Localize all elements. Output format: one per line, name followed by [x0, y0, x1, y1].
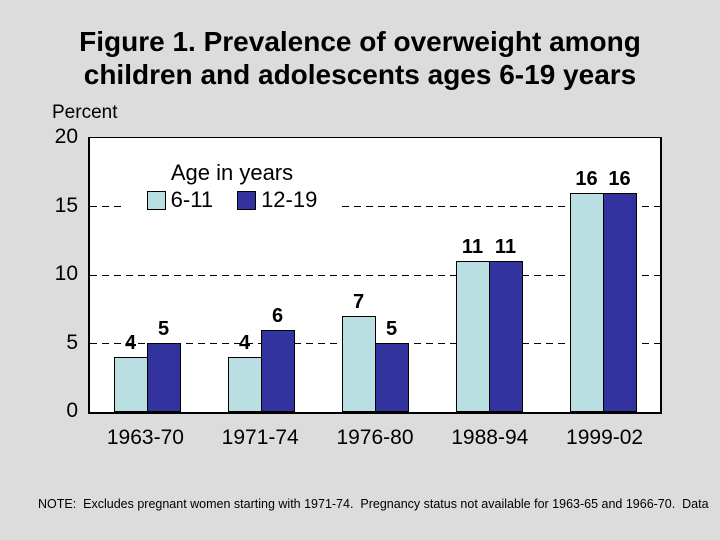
- bar-12-19-1971-74: 6: [260, 306, 295, 412]
- bar-6-11-1963-70: 4: [113, 333, 148, 412]
- x-axis-labels: 1963-70 1971-74 1976-80 1988-94 1999-02: [88, 426, 662, 450]
- legend-row: 6-11 12-19: [124, 188, 340, 212]
- bar-groups: 4 5 4 6 7 5 11 11 16 16: [90, 138, 660, 412]
- legend-swatch-6-11: [146, 190, 166, 210]
- bar-group-1988-94: 11 11: [432, 138, 546, 412]
- chart-title-line2: children and adolescents ages 6-19 years: [83, 59, 637, 90]
- bar-value-label: 5: [157, 318, 170, 340]
- bar-value-label: 6: [271, 305, 284, 327]
- bar-value-label: 11: [461, 236, 484, 258]
- legend-swatch-12-19: [237, 190, 257, 210]
- y-tick-label-10: 10: [54, 262, 78, 285]
- x-tick-label-1963-70: 1963-70: [106, 426, 184, 449]
- gridline-10: [90, 274, 660, 276]
- y-tick-label-15: 15: [54, 193, 78, 217]
- x-tick-label-1971-74: 1971-74: [221, 426, 299, 449]
- bar-6-11-1971-74: 4: [227, 333, 262, 412]
- bar-value-label: 4: [124, 332, 137, 354]
- bar-6-11-1976-80: 7: [341, 292, 376, 412]
- legend: Age in years 6-11 12-19: [124, 158, 340, 215]
- x-tick-label-1999-02: 1999-02: [566, 426, 644, 449]
- footer-notes: NOTE: Excludes pregnant women starting w…: [38, 466, 709, 540]
- chart-title: Figure 1. Prevalence of overweight among…: [0, 25, 720, 91]
- x-tick-label-1988-94: 1988-94: [451, 426, 529, 449]
- bar-6-11-1999-02: 16: [569, 169, 604, 412]
- footer-note-line1: NOTE: Excludes pregnant women starting w…: [38, 497, 709, 511]
- gridline-15: [90, 206, 660, 207]
- bar-6-11-1988-94: 11: [455, 237, 490, 412]
- bar-value-label: 7: [352, 291, 365, 313]
- x-tick-label-1976-80: 1976-80: [336, 426, 414, 449]
- bar-12-19-1988-94: 11: [488, 237, 523, 412]
- legend-label-12-19: 12-19: [261, 187, 318, 212]
- bar-value-label: 16: [575, 168, 598, 190]
- plot-area: 4 5 4 6 7 5 11 11 16 16 Age in years 6-11 12-19: [88, 137, 662, 414]
- y-tick-label-5: 5: [66, 330, 78, 354]
- y-tick-label-20: 20: [54, 125, 78, 148]
- bar-12-19-1999-02: 16: [602, 169, 637, 412]
- bar-12-19-1963-70: 5: [146, 319, 181, 412]
- bar-12-19-1976-80: 5: [374, 319, 409, 412]
- bar-group-1999-02: 16 16: [546, 138, 660, 412]
- bar-value-label: 16: [608, 168, 631, 190]
- bar-value-label: 5: [385, 318, 398, 340]
- bar-value-label: 4: [238, 332, 251, 354]
- bar-value-label: 11: [494, 236, 517, 258]
- legend-title: Age in years: [170, 160, 294, 185]
- legend-label-6-11: 6-11: [170, 187, 214, 212]
- y-tick-label-0: 0: [66, 399, 78, 422]
- y-axis-title: Percent: [52, 102, 118, 123]
- chart-title-line1: Figure 1. Prevalence of overweight among: [79, 26, 641, 57]
